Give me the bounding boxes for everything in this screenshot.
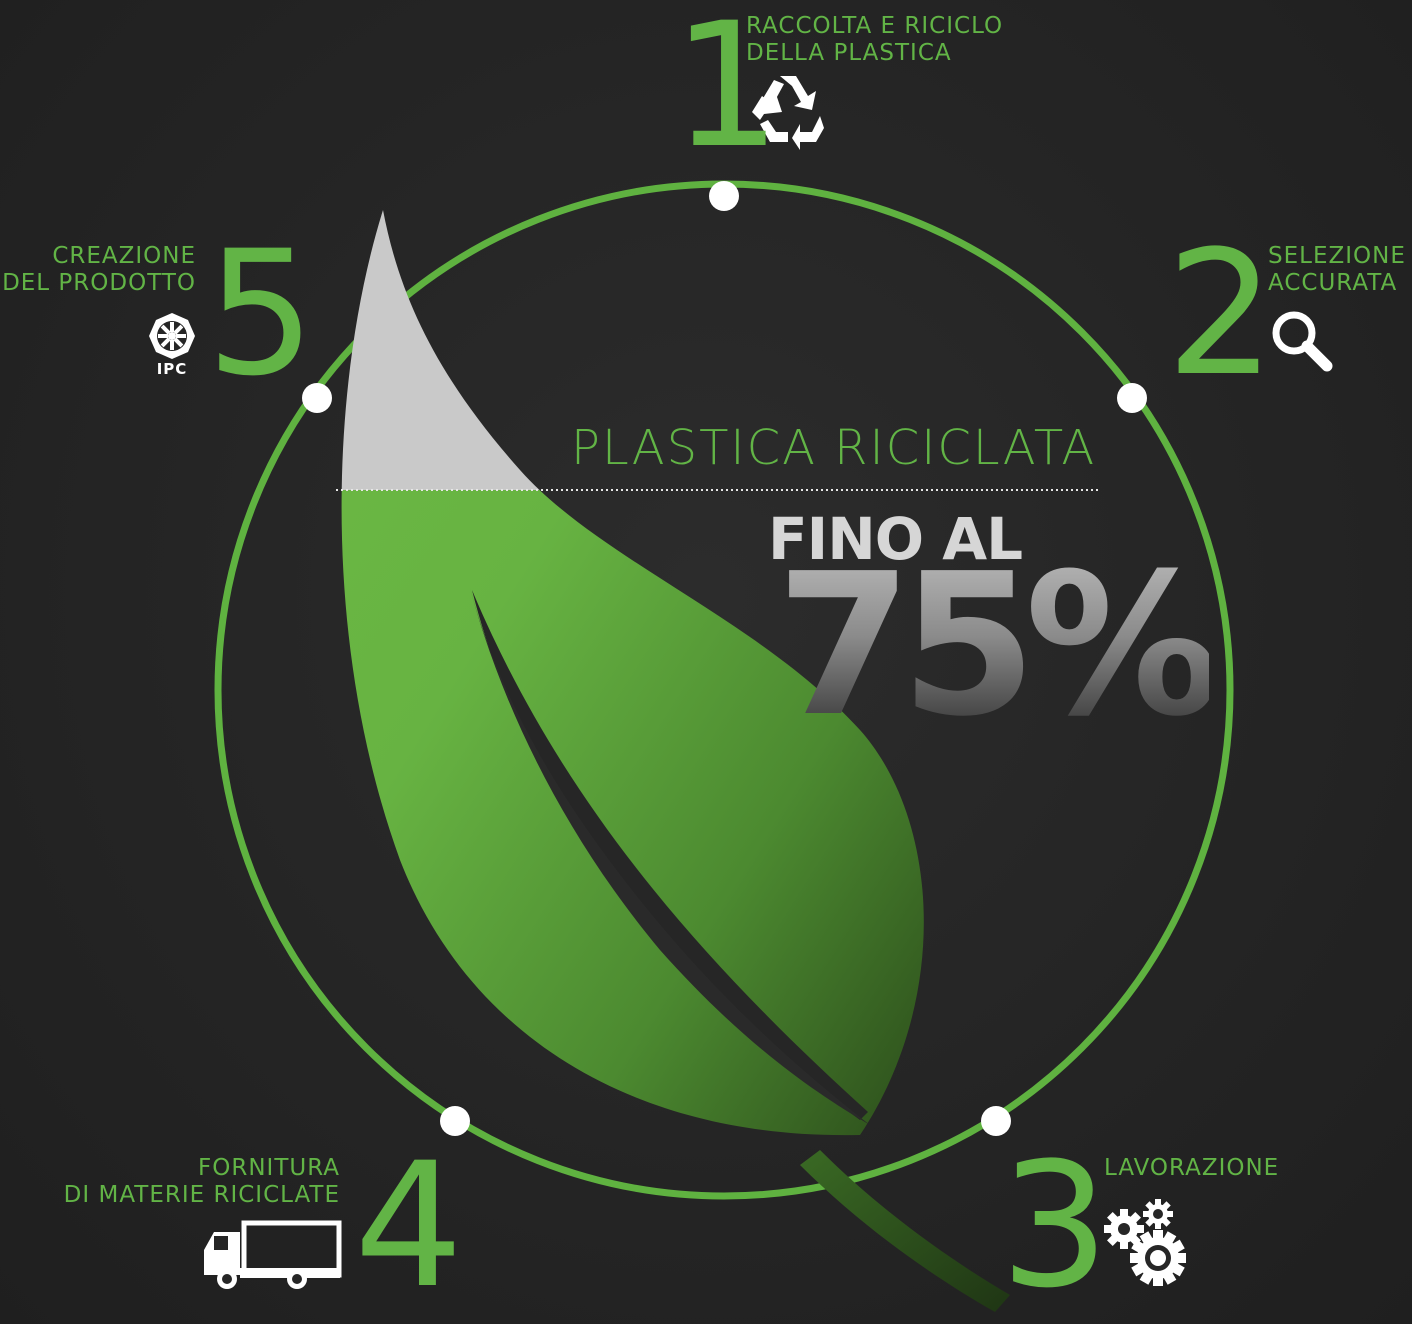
step-label-2: SELEZIONE ACCURATA xyxy=(1268,243,1406,297)
step-number-1: 1 xyxy=(672,0,781,186)
leaf-gray-top xyxy=(341,210,540,490)
step-label-5: CREAZIONE DEL PRODOTTO xyxy=(2,243,196,297)
step-label-1: RACCOLTA E RICICLO DELLA PLASTICA xyxy=(746,13,1003,67)
node-dot-2 xyxy=(1117,383,1147,413)
leaf-green xyxy=(341,490,924,1136)
step-5-line-1: CREAZIONE xyxy=(52,243,196,269)
step-label-3: LAVORAZIONE xyxy=(1104,1155,1279,1182)
ipc-logo-text: IPC xyxy=(156,360,188,378)
step-4-line-2: DI MATERIE RICICLATE xyxy=(63,1182,340,1208)
step-number-2: 2 xyxy=(1166,213,1275,414)
headline: PLASTICA RICICLATA xyxy=(571,420,1097,476)
gears-icon xyxy=(1104,1199,1186,1286)
step-4-line-1: FORNITURA xyxy=(198,1155,340,1181)
node-dot-1 xyxy=(709,181,739,211)
leaf-stem xyxy=(800,1150,1010,1312)
step-number-3: 3 xyxy=(1000,1125,1109,1324)
node-dot-3 xyxy=(981,1106,1011,1136)
truck-icon xyxy=(204,1220,342,1289)
percentage-value: 75% xyxy=(776,532,1221,760)
step-label-4: FORNITURA DI MATERIE RICICLATE xyxy=(64,1155,340,1209)
magnifier-icon xyxy=(1272,311,1333,372)
step-1-line-1: RACCOLTA E RICICLO xyxy=(746,13,1004,39)
step-2-line-1: SELEZIONE xyxy=(1268,243,1406,269)
ipc-logo-icon xyxy=(149,313,195,359)
recycle-icon xyxy=(752,76,824,150)
step-5-line-2: DEL PRODOTTO xyxy=(2,270,196,296)
step-number-5: 5 xyxy=(206,213,315,414)
upto-label: FINO AL xyxy=(768,505,1023,573)
step-1-line-2: DELLA PLASTICA xyxy=(746,40,952,66)
step-number-4: 4 xyxy=(354,1125,463,1324)
node-dot-5 xyxy=(302,383,332,413)
step-2-line-2: ACCURATA xyxy=(1268,270,1398,296)
node-dot-4 xyxy=(440,1106,470,1136)
step-3-line-1: LAVORAZIONE xyxy=(1104,1155,1280,1181)
